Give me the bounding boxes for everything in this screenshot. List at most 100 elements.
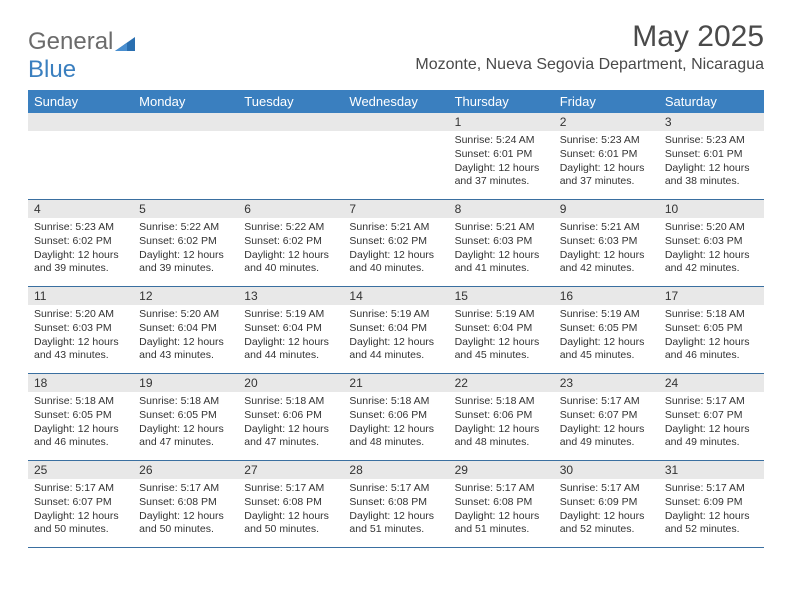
day-of-week-row: SundayMondayTuesdayWednesdayThursdayFrid… [28, 90, 764, 113]
day-cell: 3Sunrise: 5:23 AMSunset: 6:01 PMDaylight… [659, 113, 764, 199]
day-cell: 25Sunrise: 5:17 AMSunset: 6:07 PMDayligh… [28, 461, 133, 547]
day-body: Sunrise: 5:17 AMSunset: 6:07 PMDaylight:… [659, 392, 764, 455]
daylight-text: Daylight: 12 hours and 42 minutes. [665, 249, 758, 275]
day-body: Sunrise: 5:18 AMSunset: 6:05 PMDaylight:… [659, 305, 764, 368]
day-number: 15 [449, 287, 554, 305]
day-body: Sunrise: 5:18 AMSunset: 6:06 PMDaylight:… [449, 392, 554, 455]
day-body: Sunrise: 5:19 AMSunset: 6:04 PMDaylight:… [449, 305, 554, 368]
day-cell: 23Sunrise: 5:17 AMSunset: 6:07 PMDayligh… [554, 374, 659, 460]
day-number: 21 [343, 374, 448, 392]
daylight-text: Daylight: 12 hours and 46 minutes. [34, 423, 127, 449]
day-cell: 14Sunrise: 5:19 AMSunset: 6:04 PMDayligh… [343, 287, 448, 373]
daylight-text: Daylight: 12 hours and 40 minutes. [244, 249, 337, 275]
sunrise-text: Sunrise: 5:22 AM [244, 221, 337, 234]
day-number: 30 [554, 461, 659, 479]
sunrise-text: Sunrise: 5:23 AM [560, 134, 653, 147]
day-number: 14 [343, 287, 448, 305]
sunrise-text: Sunrise: 5:19 AM [560, 308, 653, 321]
day-number: 12 [133, 287, 238, 305]
day-number: 11 [28, 287, 133, 305]
sunset-text: Sunset: 6:02 PM [34, 235, 127, 248]
day-body: Sunrise: 5:21 AMSunset: 6:03 PMDaylight:… [449, 218, 554, 281]
logo-text: GeneralBlue [28, 28, 135, 84]
sunrise-text: Sunrise: 5:20 AM [665, 221, 758, 234]
day-number: 3 [659, 113, 764, 131]
daylight-text: Daylight: 12 hours and 42 minutes. [560, 249, 653, 275]
sunset-text: Sunset: 6:05 PM [139, 409, 232, 422]
sunrise-text: Sunrise: 5:18 AM [34, 395, 127, 408]
sunrise-text: Sunrise: 5:19 AM [244, 308, 337, 321]
day-body: Sunrise: 5:19 AMSunset: 6:04 PMDaylight:… [343, 305, 448, 368]
day-number: 31 [659, 461, 764, 479]
day-of-week-header: Saturday [659, 90, 764, 113]
day-body: Sunrise: 5:21 AMSunset: 6:03 PMDaylight:… [554, 218, 659, 281]
calendar-page: GeneralBlue May 2025 Mozonte, Nueva Sego… [0, 0, 792, 568]
sunset-text: Sunset: 6:07 PM [34, 496, 127, 509]
daylight-text: Daylight: 12 hours and 45 minutes. [455, 336, 548, 362]
day-cell: 2Sunrise: 5:23 AMSunset: 6:01 PMDaylight… [554, 113, 659, 199]
daylight-text: Daylight: 12 hours and 37 minutes. [455, 162, 548, 188]
sunset-text: Sunset: 6:02 PM [244, 235, 337, 248]
sunset-text: Sunset: 6:03 PM [34, 322, 127, 335]
sunset-text: Sunset: 6:06 PM [455, 409, 548, 422]
daylight-text: Daylight: 12 hours and 45 minutes. [560, 336, 653, 362]
sunset-text: Sunset: 6:05 PM [560, 322, 653, 335]
day-body: Sunrise: 5:20 AMSunset: 6:04 PMDaylight:… [133, 305, 238, 368]
day-body: Sunrise: 5:20 AMSunset: 6:03 PMDaylight:… [659, 218, 764, 281]
sunrise-text: Sunrise: 5:20 AM [139, 308, 232, 321]
day-number: 27 [238, 461, 343, 479]
day-number: 9 [554, 200, 659, 218]
day-number: 7 [343, 200, 448, 218]
day-number: 28 [343, 461, 448, 479]
day-number: 4 [28, 200, 133, 218]
sunset-text: Sunset: 6:07 PM [665, 409, 758, 422]
sunrise-text: Sunrise: 5:22 AM [139, 221, 232, 234]
day-cell: 4Sunrise: 5:23 AMSunset: 6:02 PMDaylight… [28, 200, 133, 286]
logo-triangle-icon [115, 37, 135, 51]
day-cell: 21Sunrise: 5:18 AMSunset: 6:06 PMDayligh… [343, 374, 448, 460]
sunset-text: Sunset: 6:08 PM [455, 496, 548, 509]
day-body: Sunrise: 5:24 AMSunset: 6:01 PMDaylight:… [449, 131, 554, 194]
day-cell: 10Sunrise: 5:20 AMSunset: 6:03 PMDayligh… [659, 200, 764, 286]
sunset-text: Sunset: 6:08 PM [244, 496, 337, 509]
sunrise-text: Sunrise: 5:17 AM [560, 482, 653, 495]
day-number [133, 113, 238, 131]
day-of-week-header: Thursday [449, 90, 554, 113]
sunrise-text: Sunrise: 5:18 AM [455, 395, 548, 408]
sunrise-text: Sunrise: 5:17 AM [349, 482, 442, 495]
daylight-text: Daylight: 12 hours and 49 minutes. [560, 423, 653, 449]
day-body: Sunrise: 5:17 AMSunset: 6:09 PMDaylight:… [659, 479, 764, 542]
sunset-text: Sunset: 6:04 PM [139, 322, 232, 335]
sunset-text: Sunset: 6:03 PM [560, 235, 653, 248]
day-of-week-header: Tuesday [238, 90, 343, 113]
week-row: 4Sunrise: 5:23 AMSunset: 6:02 PMDaylight… [28, 200, 764, 287]
day-body: Sunrise: 5:18 AMSunset: 6:06 PMDaylight:… [238, 392, 343, 455]
day-number [343, 113, 448, 131]
day-number: 22 [449, 374, 554, 392]
sunrise-text: Sunrise: 5:20 AM [34, 308, 127, 321]
day-body: Sunrise: 5:23 AMSunset: 6:01 PMDaylight:… [659, 131, 764, 194]
sunset-text: Sunset: 6:05 PM [665, 322, 758, 335]
daylight-text: Daylight: 12 hours and 52 minutes. [665, 510, 758, 536]
sunrise-text: Sunrise: 5:19 AM [349, 308, 442, 321]
sunset-text: Sunset: 6:03 PM [665, 235, 758, 248]
day-of-week-header: Wednesday [343, 90, 448, 113]
day-number: 17 [659, 287, 764, 305]
sunset-text: Sunset: 6:04 PM [244, 322, 337, 335]
day-cell: 8Sunrise: 5:21 AMSunset: 6:03 PMDaylight… [449, 200, 554, 286]
day-number [238, 113, 343, 131]
daylight-text: Daylight: 12 hours and 52 minutes. [560, 510, 653, 536]
daylight-text: Daylight: 12 hours and 50 minutes. [139, 510, 232, 536]
sunrise-text: Sunrise: 5:17 AM [34, 482, 127, 495]
daylight-text: Daylight: 12 hours and 41 minutes. [455, 249, 548, 275]
sunrise-text: Sunrise: 5:17 AM [560, 395, 653, 408]
title-block: May 2025 Mozonte, Nueva Segovia Departme… [415, 20, 764, 74]
sunset-text: Sunset: 6:01 PM [455, 148, 548, 161]
day-number [28, 113, 133, 131]
sunset-text: Sunset: 6:09 PM [560, 496, 653, 509]
sunrise-text: Sunrise: 5:21 AM [455, 221, 548, 234]
day-body: Sunrise: 5:21 AMSunset: 6:02 PMDaylight:… [343, 218, 448, 281]
day-body: Sunrise: 5:22 AMSunset: 6:02 PMDaylight:… [133, 218, 238, 281]
sunset-text: Sunset: 6:02 PM [349, 235, 442, 248]
day-body: Sunrise: 5:17 AMSunset: 6:08 PMDaylight:… [343, 479, 448, 542]
